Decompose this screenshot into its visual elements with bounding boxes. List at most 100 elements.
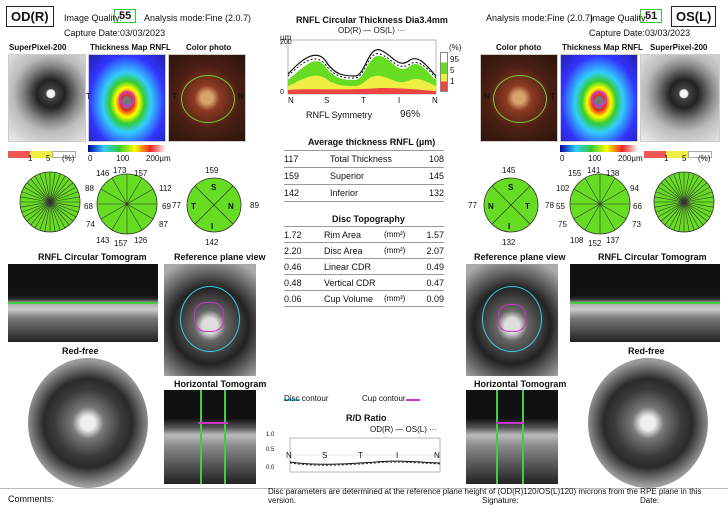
pie-spoke [660, 182, 685, 203]
pie-spoke [111, 177, 128, 205]
right-quad-val-i: 132 [502, 238, 516, 247]
rd-tick-1: 1.0 [266, 432, 275, 438]
left-thick-t-label: T [86, 92, 91, 101]
pie-spoke [683, 173, 695, 203]
rd-x-n2: N [434, 451, 440, 460]
left-clock-8: 74 [86, 220, 95, 229]
pie-spoke [584, 177, 601, 205]
disc-cup-unit: (mm³) [384, 294, 406, 303]
left-thickness-scale [88, 145, 166, 152]
disc-rim-label: Rim Area [324, 229, 362, 240]
left-color-photo [168, 54, 246, 142]
right-quad-i: I [508, 222, 511, 231]
left-tomogram-title: RNFL Circular Tomogram [38, 252, 147, 262]
disc-row-rim: 1.72 Rim Area (mm²) 1.57 [284, 227, 444, 242]
pie-spoke [126, 203, 154, 220]
pie-spoke [683, 201, 700, 229]
left-redfree-image [28, 358, 148, 488]
pie-spoke [673, 201, 685, 231]
disc-contour-swatch [284, 399, 300, 401]
pie-spoke [126, 177, 143, 205]
signature-label: Signature: [482, 496, 519, 505]
right-superpixel-pie [653, 171, 715, 233]
right-clock-3: 138 [606, 169, 620, 178]
right-clock-4: 102 [556, 184, 570, 193]
pie-spoke [655, 191, 685, 203]
pie-spoke [100, 203, 128, 220]
pie-spoke [49, 172, 56, 203]
left-clock-1: 173 [113, 166, 127, 175]
avg-superior-label: Superior [330, 171, 365, 181]
pie-spoke [683, 172, 690, 203]
chart-pct-1: 1 [450, 77, 455, 86]
left-quad-s: S [211, 183, 217, 192]
rd-x-s: S [322, 451, 328, 460]
pie-spoke [599, 203, 616, 231]
pie-spoke [49, 201, 66, 229]
pie-spoke [664, 178, 685, 203]
rd-ratio-chart [289, 437, 441, 473]
right-superpixel-image [640, 54, 720, 142]
x-label-n1: N [288, 96, 294, 105]
right-htomo-title: Horizontal Tomogram [474, 379, 567, 389]
right-clock-6: 55 [556, 202, 565, 211]
rd-tick-05: 0.5 [266, 447, 275, 453]
right-color-photo [480, 54, 558, 142]
pie-spoke [678, 201, 685, 232]
pie-spoke [49, 173, 61, 203]
chart-unit: µm [280, 33, 292, 42]
pie-spoke [30, 178, 51, 203]
pie-spoke [683, 186, 711, 203]
disc-area-label: Disc Area [324, 245, 363, 256]
right-quad-val-s: 145 [502, 166, 516, 175]
center-legend: OD(R) — OS(L) ··· [338, 26, 406, 35]
pie-spoke [584, 203, 601, 231]
left-capture-date: Capture Date:03/03/2023 [64, 28, 166, 38]
avg-row-inferior: 142 Inferior 132 [284, 185, 444, 201]
pie-spoke [49, 191, 79, 203]
pie-spoke [664, 201, 685, 226]
rd-x-t: T [358, 451, 363, 460]
right-image-quality-label: Image Quality: [590, 13, 649, 23]
pie-spoke [23, 201, 51, 218]
left-image-quality-value: 55 [114, 9, 137, 23]
pie-spoke [49, 201, 77, 218]
rd-ratio-title: R/D Ratio [346, 413, 387, 423]
pie-spoke [683, 201, 714, 208]
right-clock-9: 73 [632, 220, 641, 229]
left-superpixel-title: SuperPixel-200 [9, 43, 67, 52]
right-clock-12: 137 [606, 236, 620, 245]
pie-spoke [23, 186, 51, 203]
left-color-title: Color photo [186, 43, 232, 52]
rd-x-i: I [396, 451, 399, 460]
pie-spoke [34, 175, 51, 203]
avg-total-right: 108 [428, 154, 444, 164]
avg-inferior-label: Inferior [330, 188, 359, 198]
left-scale-1: 1 [28, 154, 33, 163]
disc-cup-label: Cup Volume [324, 293, 374, 304]
disc-row-cup-volume: 0.06 Cup Volume (mm³) 0.09 [284, 291, 444, 306]
left-quadrant-pie [186, 177, 242, 233]
avg-row-superior: 159 Superior 145 [284, 168, 444, 184]
pie-spoke [49, 201, 80, 208]
right-scale-pct: (%) [698, 154, 711, 163]
x-label-t: T [361, 96, 366, 105]
left-eye-label: OD(R) [6, 6, 54, 27]
pie-spoke [657, 201, 685, 218]
right-image-quality-value: 51 [640, 9, 663, 23]
disc-vertical-left: 0.48 [284, 277, 302, 288]
right-clock-1: 155 [568, 169, 582, 178]
avg-thickness-table: 117 Total Thickness 108 159 Superior 145… [284, 150, 444, 202]
left-quad-n: N [228, 202, 234, 211]
right-capture-date: Capture Date:03/03/2023 [589, 28, 691, 38]
right-quad-n: N [488, 202, 494, 211]
right-quad-val-t: 78 [545, 201, 554, 210]
right-superpixel-scale [644, 145, 714, 158]
right-quad-val-n: 77 [468, 201, 477, 210]
left-clock-3: 146 [96, 169, 110, 178]
pie-spoke [673, 173, 685, 203]
pie-spoke [26, 182, 51, 203]
pie-spoke [683, 201, 704, 226]
avg-inferior-left: 142 [284, 188, 300, 198]
pie-spoke [683, 201, 713, 213]
